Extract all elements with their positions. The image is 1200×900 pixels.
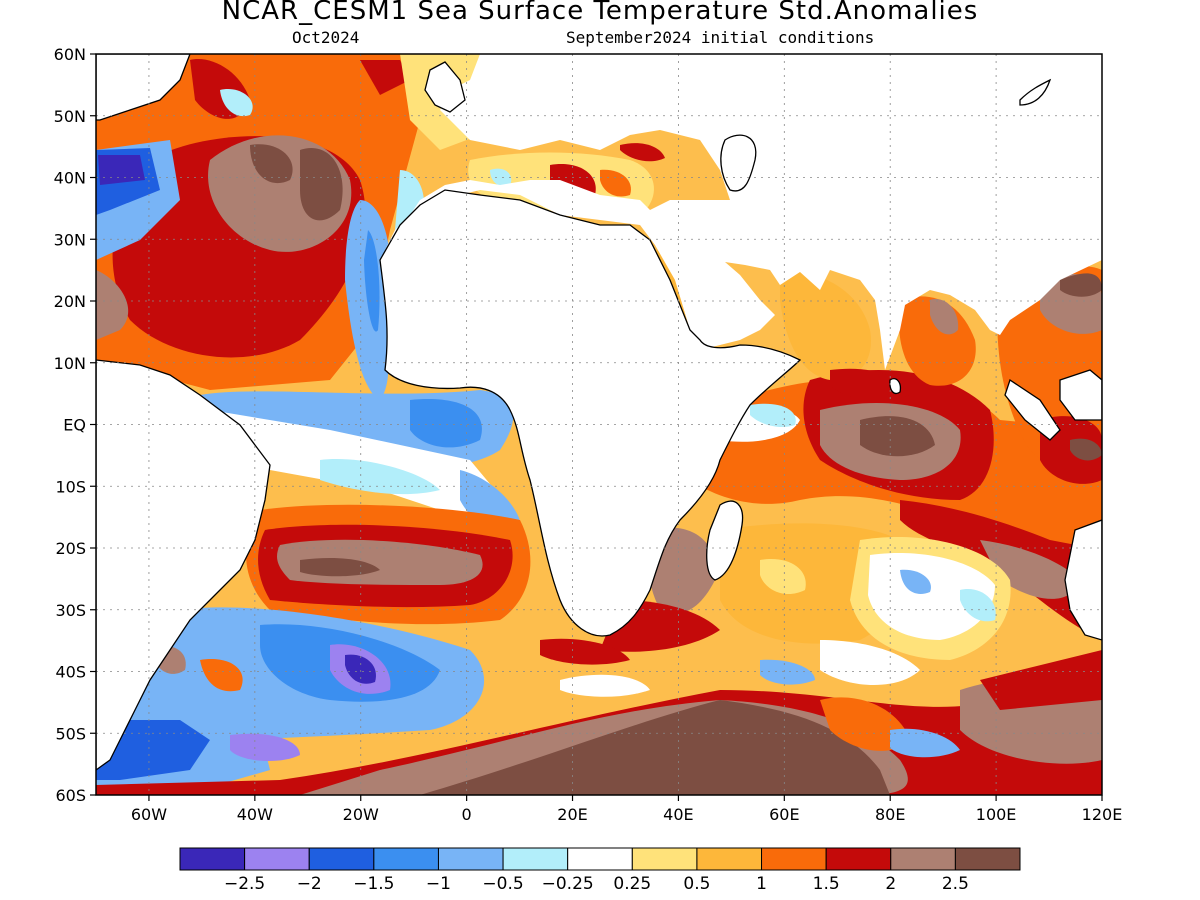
colorbar-swatch (696, 847, 763, 871)
colorbar-label: 2.5 (942, 874, 969, 894)
colorbar-swatch (179, 847, 246, 871)
colorbar-swatch (825, 847, 892, 871)
lon-tick-label: 100E (976, 805, 1017, 824)
colorbar-label: 1 (756, 874, 767, 894)
lat-tick-label: EQ (63, 416, 86, 435)
lon-tick-label: 20E (557, 805, 587, 824)
lon-tick-label: 20W (343, 805, 379, 824)
colorbar-label: −2.5 (224, 874, 265, 894)
colorbar-label: −2 (297, 874, 322, 894)
lat-tick-label: 40N (54, 169, 86, 188)
valid-month-label: Oct2024 (292, 28, 360, 47)
init-conditions-label: September2024 initial conditions (566, 28, 875, 47)
anomaly-field (96, 54, 1102, 795)
colorbar-swatch (890, 847, 956, 871)
colorbar-swatch (244, 847, 310, 871)
lon-tick-label: 0 (462, 805, 472, 824)
lat-tick-label: 10N (54, 354, 86, 373)
colorbar-swatch (954, 847, 1021, 871)
lat-tick-label: 30N (54, 230, 86, 249)
colorbar-label: −1.5 (353, 874, 394, 894)
colorbar-swatch (437, 847, 504, 871)
lat-tick-label: 20S (55, 539, 86, 558)
lon-tick-label: 120E (1082, 805, 1123, 824)
grid-lines (96, 54, 1102, 795)
colorbar-swatch (373, 847, 439, 871)
lon-tick-label: 60W (131, 805, 167, 824)
colorbar-swatch (308, 847, 375, 871)
map-title: NCAR_CESM1 Sea Surface Temperature Std.A… (221, 0, 979, 26)
colorbar-label: −0.25 (542, 874, 594, 894)
longitude-axis: 60W 40W 20W 0 20E 40E 60E 80E 100E 120E (131, 795, 1122, 824)
colorbar: −2.5 −2 −1.5 −1 −0.5 −0.25 0.25 0.5 1 1.5 2 2.5 (179, 847, 1021, 894)
colorbar-label: 0.5 (683, 874, 710, 894)
lon-tick-label: 40E (663, 805, 693, 824)
lat-tick-label: 30S (55, 601, 86, 620)
colorbar-label: 1.5 (813, 874, 840, 894)
colorbar-swatch (631, 847, 698, 871)
lon-tick-label: 60E (769, 805, 799, 824)
colorbar-label: −0.5 (482, 874, 523, 894)
colorbar-swatch (761, 847, 827, 871)
lat-tick-label: 20N (54, 292, 86, 311)
lat-tick-label: 50N (54, 107, 86, 126)
lat-tick-label: 60S (55, 786, 86, 805)
lon-tick-label: 80E (875, 805, 905, 824)
landmasses (96, 54, 1102, 771)
colorbar-swatch (502, 847, 569, 871)
lat-tick-label: 60N (54, 45, 86, 64)
colorbar-label: 0.25 (613, 874, 651, 894)
lon-tick-label: 40W (237, 805, 273, 824)
colorbar-swatch (567, 847, 633, 871)
lat-tick-label: 40S (55, 663, 86, 682)
latitude-axis: 60N 50N 40N 30N 20N 10N EQ 10S 20S 30S 40S 50S 60S (54, 45, 96, 805)
colorbar-label: 2 (885, 874, 896, 894)
lat-tick-label: 50S (55, 724, 86, 743)
colorbar-label: −1 (426, 874, 451, 894)
lat-tick-label: 10S (55, 477, 86, 496)
